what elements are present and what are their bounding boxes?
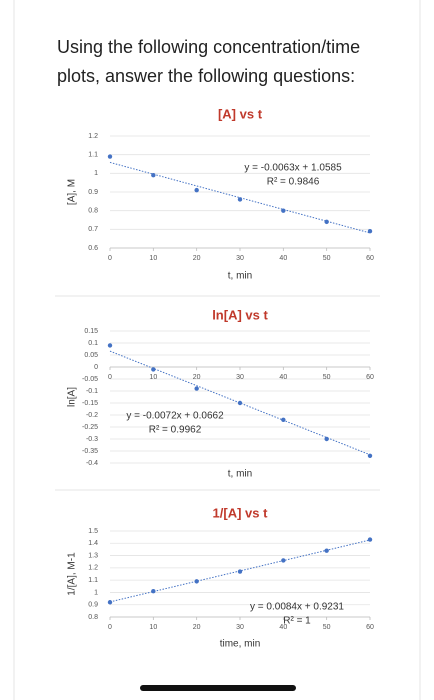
data-point xyxy=(324,219,329,225)
x-tick-label: 30 xyxy=(236,374,244,381)
x-tick-label: 40 xyxy=(279,374,287,381)
data-point xyxy=(107,343,113,348)
y-axis-label: [A], M xyxy=(67,179,78,205)
data-point xyxy=(151,173,156,178)
y-tick-label: 0.1 xyxy=(88,340,98,347)
x-tick-label: 50 xyxy=(323,624,331,631)
x-tick-label: 20 xyxy=(193,624,201,631)
data-point xyxy=(194,187,199,193)
chart-title: [A] vs t xyxy=(218,106,263,121)
data-point xyxy=(194,579,199,584)
data-point xyxy=(194,386,199,391)
y-tick-label: 1 xyxy=(94,170,98,177)
r-squared: R² = 0.9962 xyxy=(149,425,202,436)
data-point xyxy=(367,537,373,542)
data-point xyxy=(107,154,113,159)
data-point xyxy=(367,453,373,458)
data-point xyxy=(367,229,373,234)
y-tick-label: 1.1 xyxy=(88,577,98,584)
y-tick-label: 0.9 xyxy=(88,189,98,196)
y-tick-label: 0.6 xyxy=(88,245,98,252)
data-point xyxy=(151,367,156,372)
y-axis-label: 1/[A], M-1 xyxy=(67,552,78,596)
y-tick-label: -0.05 xyxy=(82,376,98,383)
y-tick-label: 1.2 xyxy=(88,133,98,140)
y-tick-label: 0.7 xyxy=(88,226,98,233)
x-tick-label: 40 xyxy=(279,255,287,262)
y-tick-label: -0.2 xyxy=(86,412,98,419)
x-tick-label: 0 xyxy=(108,255,112,262)
y-tick-label: -0.35 xyxy=(82,448,98,455)
y-tick-label: 0.05 xyxy=(84,352,98,359)
question: plots, answer the following questions: xyxy=(57,66,355,86)
y-tick-label: 1 xyxy=(94,589,98,596)
x-tick-label: 30 xyxy=(236,255,244,262)
x-axis-label: t, min xyxy=(228,271,252,282)
data-point xyxy=(281,417,286,422)
y-tick-label: 1.5 xyxy=(88,528,98,535)
chart-title: 1/[A] vs t xyxy=(213,505,269,520)
y-tick-label: -0.25 xyxy=(82,424,98,431)
y-axis-label: ln[A] xyxy=(67,387,78,407)
x-tick-label: 50 xyxy=(323,255,331,262)
data-point xyxy=(281,558,286,563)
x-tick-label: 40 xyxy=(279,624,287,631)
x-tick-label: 30 xyxy=(236,624,244,631)
y-tick-label: -0.15 xyxy=(82,400,98,407)
y-tick-label: 0.15 xyxy=(84,328,98,335)
data-point xyxy=(107,600,113,605)
trendline-equation: y = -0.0063x + 1.0585 xyxy=(244,163,342,174)
y-tick-label: 1.3 xyxy=(88,552,98,559)
data-point xyxy=(237,569,243,574)
x-tick-label: 50 xyxy=(323,374,331,381)
x-tick-label: 0 xyxy=(108,624,112,631)
trendline-equation: y = 0.0084x + 0.9231 xyxy=(250,602,344,613)
y-tick-label: 0.9 xyxy=(88,602,98,609)
x-axis-label: t, min xyxy=(228,469,252,480)
x-tick-label: 20 xyxy=(193,255,201,262)
x-tick-label: 10 xyxy=(149,255,157,262)
home-indicator xyxy=(140,685,296,691)
y-tick-label: -0.4 xyxy=(86,460,98,467)
y-tick-label: 1.1 xyxy=(88,152,98,159)
x-tick-label: 0 xyxy=(108,374,112,381)
data-point xyxy=(151,589,156,594)
x-tick-label: 60 xyxy=(366,624,374,631)
data-point xyxy=(324,436,329,442)
question: Using the following concentration/time xyxy=(57,37,360,57)
r-squared: R² = 0.9846 xyxy=(267,177,320,188)
y-tick-label: 0 xyxy=(94,364,98,371)
x-tick-label: 10 xyxy=(149,624,157,631)
chart-title: ln[A] vs t xyxy=(212,307,268,322)
data-point xyxy=(324,548,329,553)
data-point xyxy=(237,400,243,406)
x-tick-label: 60 xyxy=(366,255,374,262)
y-tick-label: -0.3 xyxy=(86,436,98,443)
y-tick-label: 1.2 xyxy=(88,565,98,572)
data-point xyxy=(237,197,243,202)
y-tick-label: -0.1 xyxy=(86,388,98,395)
y-tick-label: 0.8 xyxy=(88,208,98,215)
x-tick-label: 20 xyxy=(193,374,201,381)
x-tick-label: 60 xyxy=(366,374,374,381)
data-point xyxy=(281,208,286,213)
trendline-equation: y = -0.0072x + 0.0662 xyxy=(126,411,224,422)
r-squared: R² = 1 xyxy=(283,616,311,627)
y-tick-label: 1.4 xyxy=(88,540,98,547)
x-tick-label: 10 xyxy=(149,374,157,381)
y-tick-label: 0.8 xyxy=(88,614,98,621)
x-axis-label: time, min xyxy=(220,639,261,650)
